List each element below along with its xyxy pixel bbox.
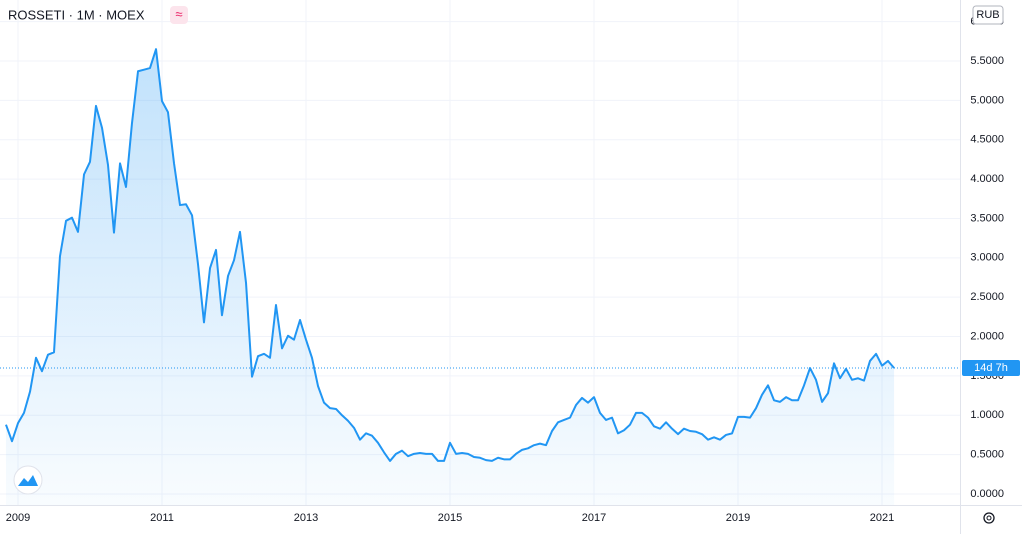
chart-title: ROSSETI · 1M · MOEX	[8, 7, 145, 22]
y-tick-label: 3.5000	[970, 212, 1004, 224]
plot	[0, 48, 960, 505]
x-tick-label: 2017	[582, 512, 606, 524]
countdown-label: 14d 7h	[974, 362, 1008, 374]
compare-badge[interactable]: ≈	[170, 6, 188, 24]
price-line	[5, 48, 895, 462]
x-tick-label: 2021	[870, 512, 894, 524]
y-tick-label: 5.0000	[970, 94, 1004, 106]
area-fill	[5, 49, 895, 505]
settings-icon[interactable]	[983, 512, 995, 524]
y-tick-label: 5.5000	[970, 55, 1004, 67]
y-tick-label: 0.5000	[970, 449, 1004, 461]
x-tick-label: 2013	[294, 512, 318, 524]
currency-badge[interactable]: RUB	[972, 5, 1004, 25]
logo[interactable]	[13, 465, 43, 495]
currency-label: RUB	[976, 9, 999, 21]
last-price-badge	[962, 360, 1020, 377]
svg-text:≈: ≈	[175, 6, 182, 21]
y-tick-label: 2.0000	[970, 330, 1004, 342]
y-tick-label: 4.5000	[970, 134, 1004, 146]
x-tick-label: 2009	[6, 512, 30, 524]
x-tick-label: 2019	[726, 512, 750, 524]
y-tick-label: 2.5000	[970, 291, 1004, 303]
x-tick-label: 2011	[150, 512, 174, 524]
y-tick-label: 4.0000	[970, 173, 1004, 185]
y-tick-label: 3.0000	[970, 252, 1004, 264]
y-tick-label: 1.0000	[970, 409, 1004, 421]
y-tick-label: 0.0000	[970, 488, 1004, 500]
x-tick-label: 2015	[438, 512, 462, 524]
